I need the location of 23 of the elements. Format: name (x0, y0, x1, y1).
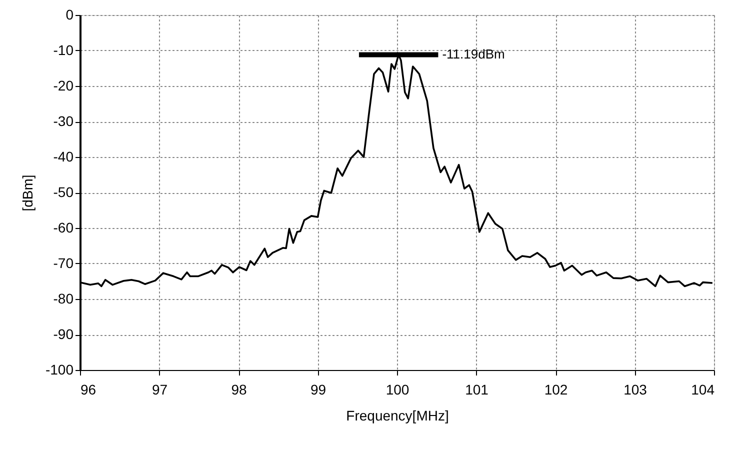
y-tick-label: 0 (66, 6, 74, 22)
y-axis-title: [dBm] (19, 174, 36, 212)
y-tick-label: -80 (53, 290, 74, 306)
x-tick-label: 98 (231, 382, 247, 398)
y-tick-label: -90 (53, 326, 74, 342)
annotation: -11.19dBm (442, 46, 505, 62)
x-tick-label: 96 (80, 382, 96, 398)
x-tick-label: 99 (310, 382, 326, 398)
x-tick-label: 103 (624, 382, 648, 398)
x-tick-label: 97 (152, 382, 168, 398)
y-tick-label: -50 (53, 184, 74, 200)
x-tick-label: 100 (386, 382, 410, 398)
y-tick-label: -10 (53, 42, 74, 58)
x-tick-label: 102 (544, 382, 568, 398)
y-tick-label: -70 (53, 255, 74, 271)
y-tick-label: -100 (45, 362, 74, 378)
y-tick-label: -20 (53, 78, 74, 94)
y-tick-label: -60 (53, 220, 74, 236)
x-axis-title: Frequency[MHz] (346, 408, 449, 424)
x-tick-label: 101 (465, 382, 489, 398)
y-tick-label: -40 (53, 148, 74, 164)
x-tick-label: 104 (691, 382, 715, 398)
y-tick-label: -30 (53, 113, 74, 129)
